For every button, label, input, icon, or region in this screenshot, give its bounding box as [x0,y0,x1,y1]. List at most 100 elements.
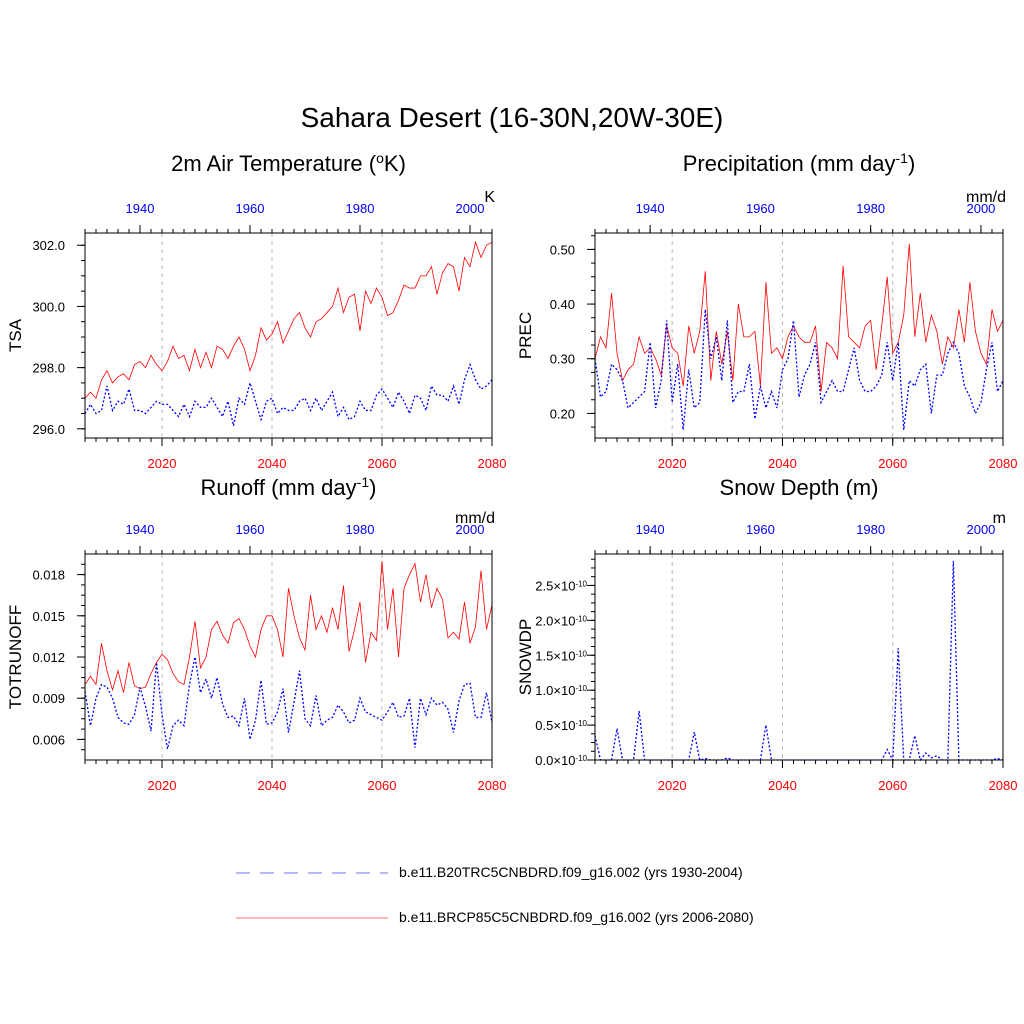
plot-frame [594,232,1004,439]
x-top-tick-label: 1980 [346,522,375,537]
y-tick-times: ×10 [553,648,575,663]
y-tick-label: 0.5×10-10 [535,718,587,733]
y-tick-label: 298.0 [32,361,65,376]
x-top-tick-label: 1940 [126,201,155,216]
panel-title-text: Snow Depth (m) [720,475,879,500]
x-bottom-tick-label: 2080 [478,778,507,793]
y-tick-label: 0.50 [550,242,575,257]
y-tick-label: 0.015 [32,609,65,624]
x-bottom-tick-label: 2060 [368,456,397,471]
panel-title-superscript: -1 [357,474,370,490]
panel-title: Precipitation (mm day-1) [683,150,916,176]
y-tick-exponent: -10 [575,649,587,658]
x-top-tick-label: 1960 [236,201,265,216]
y-axis-label: PREC [516,312,535,359]
panel-title-text: 2m Air Temperature [171,151,363,176]
x-top-tick-label: 1980 [346,201,375,216]
panel-title: 2m Air Temperature (oK) [171,150,406,176]
y-tick-label: 0.20 [550,406,575,421]
hist-series-line [84,362,493,426]
panel-title: Runoff (mm day-1) [201,474,377,500]
y-tick-label: 1.5×10-10 [535,648,587,663]
panel-tsa: 2m Air Temperature (oK) K TSA 2020 2040 2060 2… [6,150,506,471]
y-tick-times: ×10 [553,718,575,733]
y-tick-mantissa: 1.5 [535,648,553,663]
y-axis-label: SNOWDP [516,619,535,696]
x-top-tick-label: 2000 [966,522,995,537]
units-label: mm/d [455,510,495,527]
y-tick-label: 0.009 [32,691,65,706]
x-bottom-tick-label: 2060 [878,456,907,471]
x-top-tick-label: 1940 [636,522,665,537]
y-tick-times: ×10 [553,683,575,698]
panel-title: Snow Depth (m) [720,475,879,500]
legend-future-label: b.e11.BRCP85C5CNBDRD.f09_g16.002 (yrs 20… [399,909,754,925]
y-tick-times: ×10 [553,753,575,768]
x-bottom-tick-label: 2080 [478,456,507,471]
panel-title-unit: ( [363,151,377,176]
x-bottom-tick-label: 2080 [989,778,1018,793]
y-tick-exponent: -10 [575,719,587,728]
y-tick-label: 302.0 [32,238,65,253]
panel-title-unit-end: K) [384,151,406,176]
x-top-tick-label: 2000 [456,201,485,216]
plot-frame [84,232,493,439]
y-tick-exponent: -10 [575,579,587,588]
panel-title-unit: (mm day [265,475,357,500]
y-tick-exponent: -10 [575,754,587,763]
legend-hist-label: b.e11.B20TRC5CNBDRD.f09_g16.002 (yrs 193… [399,864,743,880]
panel-title-unit: (mm day [804,151,896,176]
y-tick-mantissa: 2.0 [535,613,553,628]
x-top-tick-label: 2000 [456,522,485,537]
x-top-tick-label: 1940 [636,201,665,216]
y-axis-label: TSA [6,318,25,352]
y-axis-label: TOTRUNOFF [6,605,25,710]
x-top-tick-label: 1940 [126,522,155,537]
hist-series-line [594,309,1004,430]
x-bottom-tick-label: 2020 [658,778,687,793]
panel-title-text: Precipitation [683,151,804,176]
x-bottom-tick-label: 2040 [258,778,287,793]
y-tick-label: 300.0 [32,299,65,314]
panel-snowdp: Snow Depth (m) m SNOWDP 2020 2040 2060 2080 194… [516,475,1017,793]
future-series-line [594,243,1004,392]
panel-title-unit-end: ) [908,151,915,176]
y-tick-label: 0.30 [550,352,575,367]
y-tick-exponent: -10 [575,614,587,623]
units-label: mm/d [966,189,1006,206]
future-series-line [84,560,493,693]
y-tick-label: 0.018 [32,568,65,583]
y-tick-times: ×10 [553,578,575,593]
panel-title-superscript: -1 [895,150,908,166]
panel-title-unit-end: ) [369,475,376,500]
x-bottom-tick-label: 2040 [258,456,287,471]
units-label: K [484,189,495,206]
y-tick-times: ×10 [553,613,575,628]
y-tick-label: 0.006 [32,732,65,747]
future-series-line [84,240,493,400]
y-tick-label: 2.0×10-10 [535,613,587,628]
x-bottom-tick-label: 2080 [989,456,1018,471]
x-bottom-tick-label: 2040 [768,456,797,471]
panel-title-superscript: o [376,150,384,166]
plot-frame [594,553,1004,761]
y-tick-mantissa: 1.0 [535,683,553,698]
x-bottom-tick-label: 2020 [658,456,687,471]
legend: b.e11.B20TRC5CNBDRD.f09_g16.002 (yrs 193… [236,864,754,925]
hist-series-line [594,560,1004,763]
x-top-tick-label: 2000 [966,201,995,216]
panels: 2m Air Temperature (oK) K TSA 2020 2040 2060 2… [6,150,1017,793]
y-tick-label: 0.40 [550,297,575,312]
x-top-tick-label: 1960 [746,201,775,216]
main-title: Sahara Desert (16-30N,20W-30E) [301,102,724,133]
panel-title-text: Runoff [201,475,266,500]
panel-runoff: Runoff (mm day-1) mm/d TOTRUNOFF 2020 2040 20… [6,474,506,793]
x-top-tick-label: 1960 [236,522,265,537]
y-tick-label: 0.0×10-10 [535,753,587,768]
y-tick-label: 2.5×10-10 [535,578,587,593]
x-top-tick-label: 1980 [856,201,885,216]
y-tick-label: 1.0×10-10 [535,683,587,698]
x-top-tick-label: 1960 [746,522,775,537]
units-label: m [993,510,1006,527]
